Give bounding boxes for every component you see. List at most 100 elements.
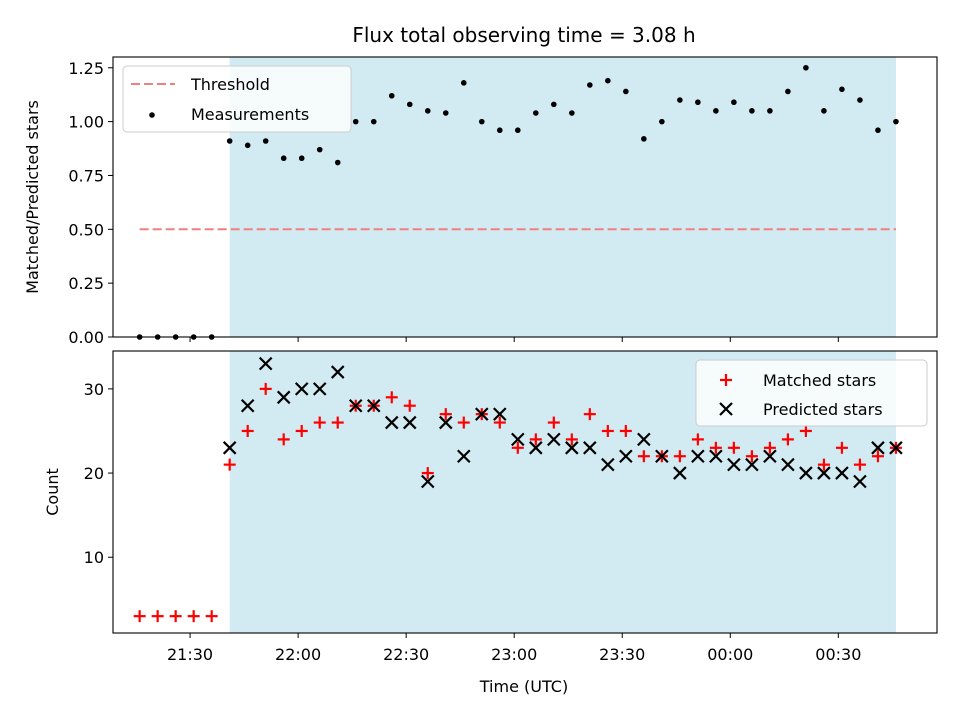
- matched-star-point: [763, 441, 776, 454]
- x-tick-label: 23:00: [491, 645, 537, 664]
- matched-star-point: [187, 610, 200, 623]
- predicted-star-point: [258, 356, 273, 371]
- x-tick-label: 23:30: [599, 645, 645, 664]
- measurement-point: [569, 110, 575, 116]
- predicted-star-point: [763, 449, 777, 464]
- cross-b: [348, 398, 363, 413]
- predicted-star-point: [853, 474, 867, 489]
- cross-b: [745, 457, 759, 472]
- bottom-legend: Matched stars Predicted stars: [695, 359, 928, 427]
- matched-star-point: [403, 399, 416, 412]
- cross-b: [475, 407, 489, 421]
- cross-b: [240, 398, 255, 413]
- count-panel: 10 20 30 21:30 22:00 22:30 23:00 23:30 00:00 00:3…: [84, 350, 938, 664]
- y-tick-label: 10: [84, 548, 104, 567]
- predicted-star-point: [366, 398, 381, 413]
- cross-b: [673, 466, 687, 480]
- legend-matched-label: Matched stars: [763, 371, 876, 390]
- cross-b: [565, 441, 579, 455]
- measurement-point: [641, 136, 647, 142]
- axes-frame: [112, 350, 938, 634]
- y-tick-label: 1.00: [68, 113, 104, 132]
- predicted-star-point: [835, 466, 849, 480]
- predicted-star-point: [348, 398, 363, 413]
- cross-b: [366, 398, 381, 413]
- matched-star-point: [151, 610, 164, 623]
- cross-b: [493, 407, 507, 421]
- matched-star-point: [817, 458, 830, 471]
- measurement-point: [298, 155, 305, 162]
- predicted-star-point: [889, 441, 903, 455]
- predicted-star-point: [817, 466, 831, 480]
- measurement-point: [821, 108, 827, 114]
- measurement-point: [388, 92, 395, 99]
- cross-b: [835, 466, 849, 480]
- matched-star-point: [493, 416, 506, 429]
- matched-star-point: [727, 441, 740, 454]
- x-tick-label: 22:30: [383, 645, 429, 664]
- legend-box: [122, 65, 352, 133]
- matched-star-point: [259, 382, 272, 395]
- matched-star-point: [565, 433, 578, 446]
- measurement-point: [695, 99, 701, 106]
- y-tick-label: 0.50: [68, 220, 104, 239]
- y-tick-label: 20: [84, 464, 104, 483]
- measurement-point: [605, 77, 611, 84]
- cross-b: [547, 432, 561, 447]
- predicted-star-point: [673, 466, 687, 480]
- matched-star-point: [439, 408, 452, 421]
- cross-b: [655, 449, 669, 464]
- matched-star-point: [871, 450, 884, 463]
- predicted-star-point: [601, 457, 615, 472]
- predicted-star-point: [511, 432, 525, 447]
- measurement-point: [334, 159, 341, 166]
- measurement-point: [785, 88, 791, 95]
- measurement-point: [208, 334, 215, 340]
- x-tick-label: 22:00: [275, 645, 321, 664]
- predicted-star-point: [871, 441, 885, 455]
- predicted-star-point: [655, 449, 669, 464]
- matched-star-point: [853, 458, 866, 471]
- matched-star-point: [457, 416, 470, 429]
- measurement-point: [839, 86, 845, 93]
- matched-star-point: [709, 441, 722, 454]
- predicted-star-point: [799, 466, 813, 480]
- cross-b: [709, 449, 723, 464]
- matched-star-point: [169, 610, 182, 623]
- ratio-panel: 0.00 0.25 0.50 0.75 1.00 1.25 Threshold Measure…: [68, 56, 938, 347]
- legend-measurement-swatch: [149, 112, 155, 118]
- matched-star-point: [331, 416, 344, 429]
- predicted-star-point: [420, 474, 435, 489]
- predicted-star-point: [781, 457, 795, 472]
- cross-b: [402, 415, 417, 430]
- matched-star-point: [781, 433, 794, 446]
- x-axis-label: Time (UTC): [479, 677, 568, 696]
- cross-b: [258, 356, 273, 371]
- measurement-point: [442, 110, 449, 116]
- measurement-point: [460, 80, 467, 86]
- measurement-point: [226, 138, 233, 144]
- predicted-star-point: [438, 415, 453, 430]
- measurement-point: [587, 82, 593, 88]
- axes-frame: [112, 56, 938, 338]
- predicted-star-point: [727, 457, 741, 472]
- cross-b: [691, 449, 705, 464]
- cross-b: [719, 402, 733, 416]
- chart-title: Flux total observing time = 3.08 h: [352, 23, 695, 47]
- matched-star-point: [547, 416, 560, 429]
- measurement-point: [713, 108, 719, 114]
- matched-star-point: [313, 416, 326, 429]
- matched-star-point: [673, 450, 686, 463]
- measurement-point: [767, 108, 773, 114]
- predicted-star-point: [384, 415, 399, 430]
- top-legend: Threshold Measurements: [122, 65, 352, 133]
- cross-b: [511, 432, 525, 447]
- cross-b: [799, 466, 813, 480]
- predicted-star-point: [475, 407, 489, 421]
- cross-b: [330, 365, 345, 379]
- cross-b: [529, 441, 543, 455]
- predicted-star-point: [583, 441, 597, 455]
- cross-b: [456, 449, 471, 464]
- measurement-point: [659, 118, 665, 125]
